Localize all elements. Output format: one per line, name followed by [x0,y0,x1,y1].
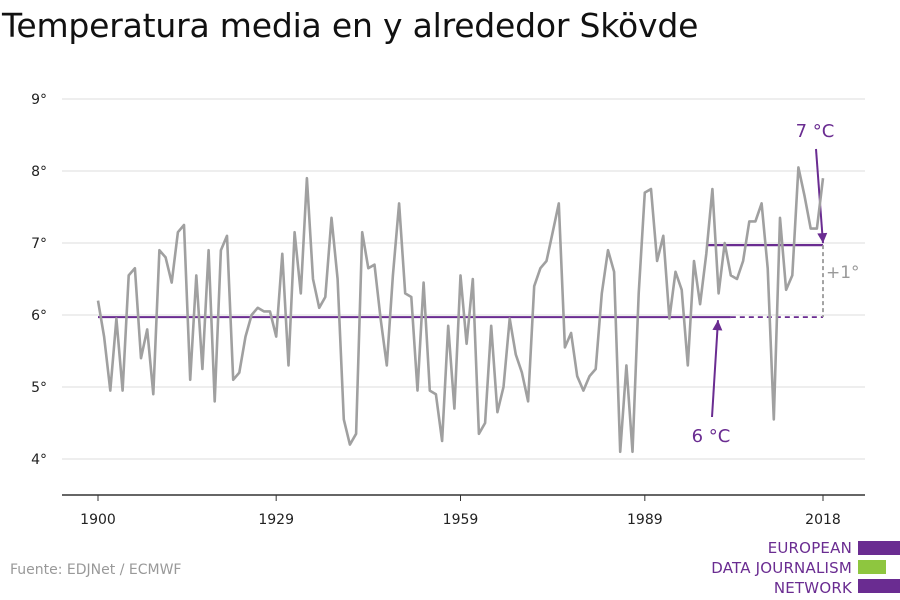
annotations: 7 °C 6 °C +1° [692,121,860,447]
logo-bar-3 [858,579,900,593]
arrow-7c [815,148,824,244]
x-axis: 1900 1929 1959 1989 2018 [62,494,865,528]
y-tick-label: 7° [31,236,47,252]
logo-text: EUROPEAN DATA JOURNALISM NETWORK [711,538,852,598]
x-tick-label: 1929 [258,512,294,528]
label-6c: 6 °C [692,426,731,447]
arrow-6c-head [712,320,723,331]
x-tick-label: 2018 [805,512,841,528]
x-tick-label: 1900 [80,512,116,528]
temperature-line-chart: 4° 5° 6° 7° 8° 9° 1900 1929 1959 1989 2018 7 °C 6… [31,92,865,528]
logo-line-3: NETWORK [773,579,852,597]
arrow-6c [711,320,719,418]
logo-bar-1 [858,541,900,555]
series-line [96,166,825,454]
y-tick-label: 9° [31,92,47,108]
x-tick-label: 1989 [627,512,663,528]
y-tick-label: 6° [31,308,47,324]
edjnet-logo: EUROPEAN DATA JOURNALISM NETWORK [700,538,900,598]
y-tick-label: 8° [31,164,47,180]
series-layer [96,166,825,454]
y-tick-label: 5° [31,380,47,396]
y-tick-label: 4° [31,452,47,468]
arrow-7c-head [817,232,828,244]
chart-title: Temperatura media en y alrededor Skövde [2,6,699,45]
y-axis: 4° 5° 6° 7° 8° 9° [31,92,47,468]
logo-bar-2 [858,560,886,574]
source-note: Fuente: EDJNet / ECMWF [10,562,182,578]
gridlines [62,98,865,460]
logo-line-1: EUROPEAN [767,539,852,557]
x-tick-label: 1959 [443,512,479,528]
label-7c: 7 °C [796,121,835,142]
delta-label: +1° [826,263,860,283]
logo-line-2: DATA JOURNALISM [711,559,852,577]
